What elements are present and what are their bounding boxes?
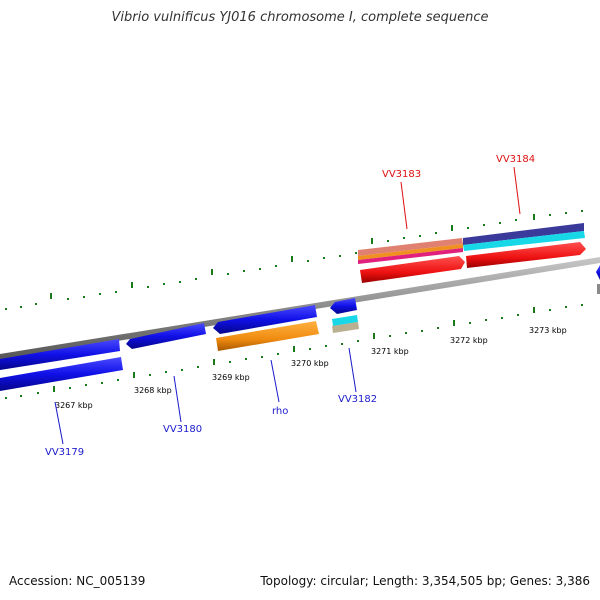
tick-label-3267: 3267 kbp — [55, 401, 93, 410]
leader-rho — [270, 359, 280, 403]
gene-block-vv3183-red[interactable] — [360, 256, 465, 283]
gene-block-vv3182-tan[interactable] — [332, 322, 359, 333]
leader-vv3184 — [513, 166, 521, 215]
gene-label-rho[interactable]: rho — [272, 406, 288, 417]
map-title: Vibrio vulnificus YJ016 chromosome I, co… — [111, 10, 489, 25]
leader-vv3183 — [400, 181, 408, 230]
tick-label-3272: 3272 kbp — [450, 336, 488, 345]
gene-block-vv3183-orange[interactable] — [358, 244, 463, 260]
lower-tick-track — [5, 304, 583, 399]
accession-text: Accession: NC_005139 — [9, 574, 146, 588]
gene-label-vv3180[interactable]: VV3180 — [163, 424, 202, 435]
gene-block-vv3183-salmon[interactable] — [358, 238, 463, 256]
gene-block-rho-blue[interactable] — [213, 305, 317, 334]
leader-vv3182 — [348, 347, 357, 393]
tick-label-3273: 3273 kbp — [529, 326, 567, 335]
gene-block-vv3182[interactable] — [330, 298, 357, 314]
tick-label-3268: 3268 kbp — [134, 386, 172, 395]
gene-label-vv3179[interactable]: VV3179 — [45, 447, 84, 458]
edge-marker — [597, 284, 600, 294]
gene-label-vv3184[interactable]: VV3184 — [496, 154, 535, 165]
gene-label-vv3182[interactable]: VV3182 — [338, 394, 377, 405]
tick-label-3270: 3270 kbp — [291, 359, 329, 368]
tick-label-3269: 3269 kbp — [212, 373, 250, 382]
leader-vv3179 — [54, 401, 64, 445]
tick-label-3271: 3271 kbp — [371, 347, 409, 356]
gene-block-vv3184-red[interactable] — [466, 242, 586, 268]
gene-block-vv3180[interactable] — [126, 323, 206, 349]
gene-label-vv3183[interactable]: VV3183 — [382, 169, 421, 180]
gene-block-vv3183-pink[interactable] — [358, 248, 463, 264]
gene-block-vv3184-navy[interactable] — [463, 223, 584, 245]
gene-block-vv3179-lower[interactable] — [0, 357, 123, 391]
upper-tick-track — [5, 210, 583, 310]
gene-block-vv3182-cyan[interactable] — [332, 315, 358, 326]
leader-vv3180 — [173, 375, 182, 423]
gene-block-vv3179-upper[interactable] — [0, 339, 120, 370]
gene-block-edge[interactable] — [596, 265, 600, 280]
gene-block-vv3184-cyan[interactable] — [463, 231, 585, 251]
summary-text: Topology: circular; Length: 3,354,505 bp… — [260, 574, 590, 588]
gene-block-rho[interactable] — [216, 321, 319, 351]
